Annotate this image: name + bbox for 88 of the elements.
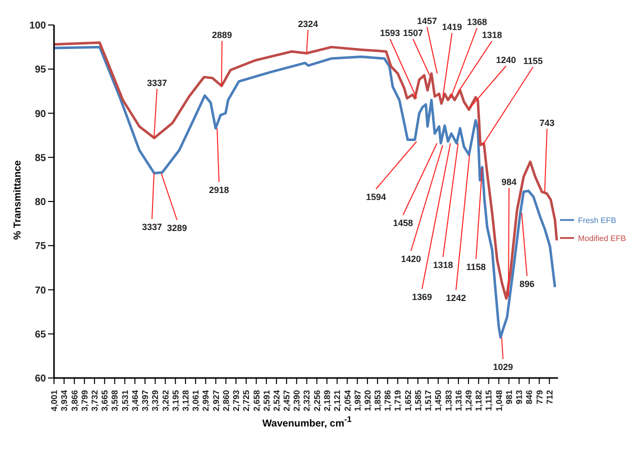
x-tick-label: 1,249	[464, 390, 474, 412]
x-tick-label: 2,860	[220, 390, 231, 412]
x-tick-label: 3,531	[120, 390, 130, 412]
annotation: 1318	[482, 30, 502, 40]
x-tick-label: 3,195	[170, 390, 180, 412]
annotation: 1420	[400, 254, 422, 264]
annotation: 2918	[208, 185, 230, 195]
x-tick-label: 3,061	[190, 390, 201, 412]
legend-label: Fresh EFB	[578, 216, 616, 224]
x-tick-label: 2,591	[261, 390, 272, 412]
x-tick-label: 1,182	[474, 390, 484, 412]
annotation: 1419	[442, 22, 462, 32]
annotation: 743	[539, 118, 555, 128]
x-tick-label: 2,658	[251, 390, 262, 412]
y-tick-label: 65	[34, 329, 46, 340]
x-tick-label: 3,598	[110, 390, 120, 412]
x-tick-label: 1,316	[453, 390, 464, 412]
x-tick-label: 2,524	[271, 390, 282, 412]
x-tick-label: 2,793	[230, 390, 241, 412]
x-tick-label: 1,920	[362, 390, 372, 412]
annotation: 2324	[298, 19, 318, 29]
y-tick-label: 85	[34, 152, 46, 164]
y-tick-label: 90	[34, 108, 46, 120]
y-tick-label: 60	[34, 374, 46, 385]
annotation: 1158	[466, 262, 486, 272]
annotation: 3289	[166, 223, 188, 233]
y-tick-label: 95	[34, 64, 46, 76]
annotation: 1318	[432, 260, 454, 270]
annotation: 1242	[446, 293, 466, 303]
y-tick-label: 80	[34, 197, 46, 208]
x-tick-label: 1,786	[382, 390, 393, 412]
annotation: 1369	[412, 292, 432, 302]
annotation: 3337	[142, 222, 162, 232]
x-tick-label: 3,866	[69, 390, 80, 412]
x-tick-label: 1,048	[494, 390, 504, 412]
x-tick-label: 3,732	[90, 390, 100, 412]
x-tick-label: 981	[504, 390, 514, 404]
annotation: 984	[501, 177, 517, 187]
x-tick-label: 2,725	[241, 390, 252, 412]
x-tick-label: 3,799	[79, 390, 90, 412]
x-tick-label: 2,189	[322, 390, 332, 412]
x-tick-label: 1,383	[443, 390, 454, 412]
annotation: 1507	[402, 28, 424, 38]
annotation: 2889	[212, 30, 232, 40]
annotation: 1458	[392, 218, 414, 228]
x-tick-label: 2,121	[332, 390, 342, 412]
x-axis-title: Wavenumber, cm$^{-1}$	[261, 414, 353, 430]
x-tick-label: 3,665	[100, 390, 110, 412]
x-tick-label: 846	[524, 390, 534, 404]
x-tick-label: 1,853	[372, 390, 383, 412]
x-tick-label: 913	[514, 390, 524, 404]
annotation: 1594	[366, 192, 386, 202]
y-tick-label: 75	[34, 241, 46, 252]
y-tick-label: 70	[34, 285, 46, 296]
x-tick-label: 3,329	[150, 390, 160, 412]
x-tick-label: 779	[534, 390, 544, 404]
x-tick-label: 2,323	[302, 390, 312, 412]
x-tick-label: 3,464	[130, 390, 140, 412]
x-tick-label: 1,450	[433, 390, 444, 412]
annotation: 1240	[496, 55, 516, 65]
x-tick-label: 1,719	[392, 390, 403, 412]
x-tick-label: 2,994	[200, 390, 211, 412]
x-tick-label: 1,585	[412, 390, 423, 412]
annotation: 1457	[416, 16, 438, 26]
x-tick-label: 2,054	[342, 390, 352, 412]
x-tick-label: 3,262	[160, 390, 170, 412]
x-tick-label: 1,987	[352, 390, 362, 412]
legend-label: Modified EFB	[578, 234, 626, 242]
x-tick-label: 3,934	[59, 390, 70, 412]
x-tick-label: 3,397	[140, 390, 150, 412]
x-tick-label: 1,115	[484, 390, 494, 411]
x-tick-label: 2,927	[210, 390, 221, 412]
x-tick-label: 1,652	[402, 390, 413, 412]
x-tick-label: 2,457	[282, 390, 292, 412]
annotation: 1155	[523, 56, 543, 66]
x-tick-label: 1,517	[423, 390, 434, 412]
x-tick-label: 4,001	[49, 390, 59, 412]
x-tick-label: 3,128	[180, 390, 190, 412]
y-axis-title: % Transmittance	[12, 160, 24, 240]
annotation: 896	[519, 279, 535, 289]
annotation: 1593	[380, 28, 400, 38]
annotation: 3337	[146, 78, 168, 88]
annotation: 1029	[492, 362, 514, 372]
annotation: 1368	[466, 17, 488, 27]
x-tick-label: 712	[544, 390, 554, 404]
x-tick-label: 2,256	[312, 390, 322, 412]
x-tick-label: 2,390	[292, 390, 302, 412]
y-tick-label: 100	[29, 20, 46, 32]
